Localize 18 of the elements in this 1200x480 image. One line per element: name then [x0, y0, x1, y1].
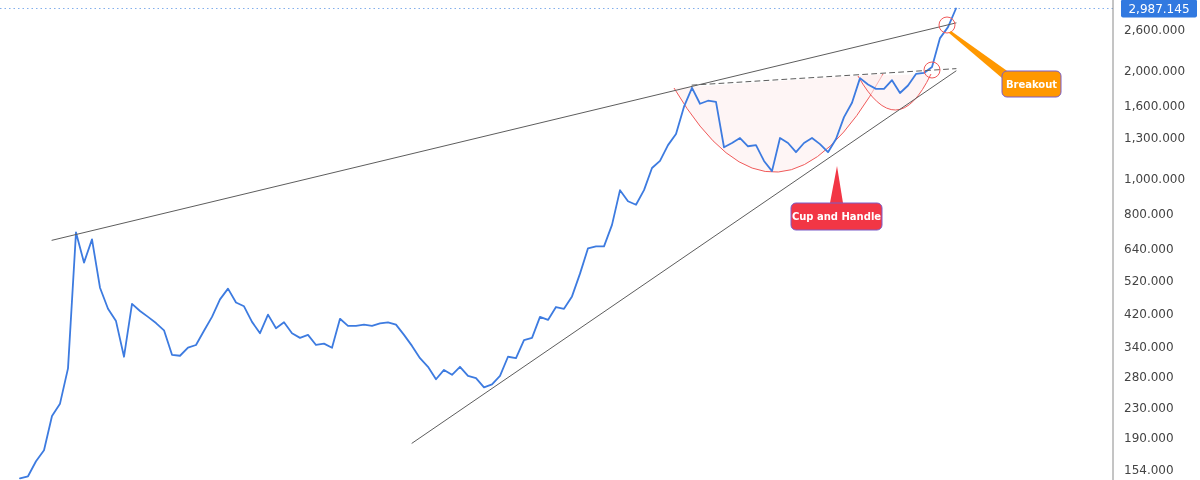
line-series — [19, 7, 957, 480]
y-tick-label: 154.000 — [1124, 463, 1174, 478]
y-tick-label: 190.000 — [1124, 430, 1174, 445]
y-tick-label: 520.000 — [1124, 273, 1174, 288]
y-tick-label: 2,600.000 — [1124, 23, 1186, 38]
text: Breakout — [1005, 78, 1058, 90]
y-tick-label: 640.000 — [1124, 241, 1174, 256]
y-tick-label: 800.000 — [1124, 206, 1174, 221]
annotation: Cup and Handle — [791, 211, 882, 222]
y-tick-label: 1,000.000 — [1124, 172, 1186, 187]
y-tick-label: 2,000.000 — [1124, 64, 1186, 79]
y-tick-label: 340.000 — [1124, 340, 1174, 354]
ref-line-label: 2,987.145 — [1128, 1, 1190, 16]
y-tick-label: 420.000 — [1124, 307, 1174, 322]
y-tick-label: 280.000 — [1124, 370, 1174, 385]
y-tick-label: 1,300.000 — [1124, 131, 1186, 146]
y-tick-label: 230.000 — [1124, 400, 1174, 415]
y-tick-label: 1,600.000 — [1124, 98, 1186, 113]
